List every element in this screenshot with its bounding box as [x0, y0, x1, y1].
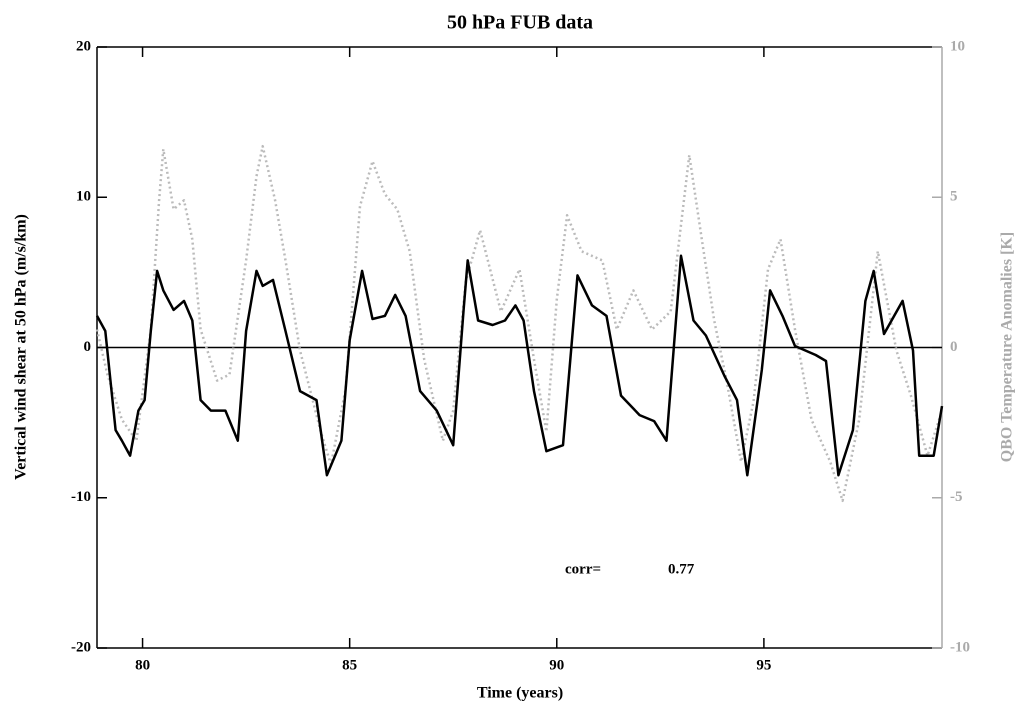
y-tick-label: 10 [76, 189, 91, 205]
chart-title: 50 hPa FUB data [447, 12, 593, 34]
y-tick-label: -20 [71, 639, 91, 655]
y2-tick-label: -10 [950, 639, 970, 655]
y-tick-label: 20 [76, 38, 91, 54]
x-tick-label: 90 [549, 657, 564, 673]
x-tick-label: 95 [756, 657, 771, 673]
annotation: 0.77 [668, 561, 695, 577]
y2-tick-label: 10 [950, 38, 965, 54]
annotation: corr= [565, 561, 601, 577]
data-line [95, 254, 944, 477]
data-line [95, 144, 944, 503]
y2-tick-label: -5 [950, 489, 963, 505]
y-tick-label: -10 [71, 489, 91, 505]
y2-axis-label: QBO Temperature Anomalies [K] [999, 232, 1016, 462]
y2-tick-label: 0 [950, 339, 958, 355]
x-tick-label: 80 [135, 657, 150, 673]
y2-tick-label: 5 [950, 189, 958, 205]
x-tick-label: 85 [342, 657, 357, 673]
y-axis-label: Vertical wind shear at 50 hPa (m/s/km) [13, 214, 30, 480]
y-tick-label: 0 [84, 339, 92, 355]
x-axis-label: Time (years) [477, 685, 563, 702]
